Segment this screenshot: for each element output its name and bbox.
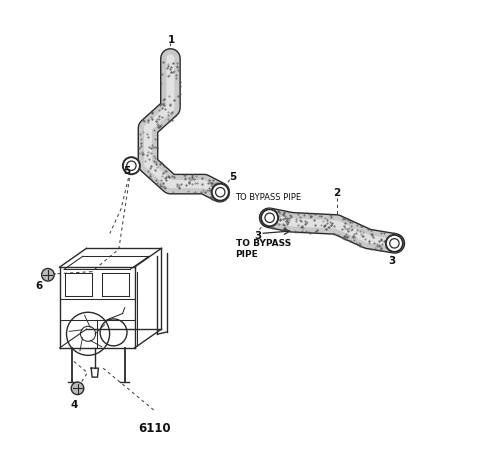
Circle shape [42,268,54,281]
Circle shape [261,209,278,226]
Text: 3: 3 [254,231,262,241]
Text: TO BYPASS PIPE: TO BYPASS PIPE [236,193,301,202]
Circle shape [71,382,84,395]
Text: 4: 4 [70,400,78,410]
Text: 2: 2 [333,188,340,197]
Text: 3: 3 [388,256,396,266]
Text: 5: 5 [229,172,237,182]
Text: 1: 1 [168,35,175,45]
Circle shape [386,235,403,252]
Text: TO BYPASS
PIPE: TO BYPASS PIPE [236,240,291,259]
Text: 6: 6 [36,282,43,291]
Circle shape [123,157,140,174]
Circle shape [212,184,229,201]
Text: 6110: 6110 [138,422,171,435]
Text: 5: 5 [123,166,131,176]
